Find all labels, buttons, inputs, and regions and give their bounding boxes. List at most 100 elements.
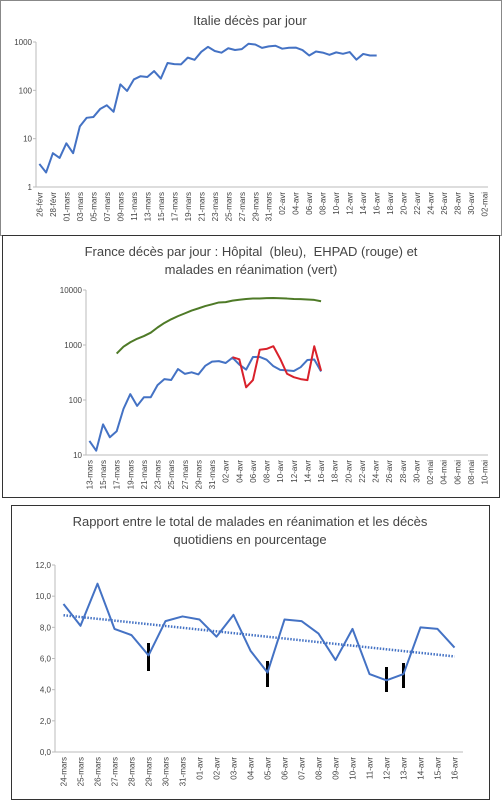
y-tick-label: 1 — [28, 183, 33, 192]
x-tick-label: 12-avr — [383, 757, 392, 780]
x-tick-label: 24-mars — [60, 757, 69, 786]
x-tick-label: 28-avr — [454, 192, 463, 215]
x-tick-label: 04-avr — [247, 757, 256, 780]
x-tick-label: 10-avr — [349, 757, 358, 780]
x-tick-label: 13-mars — [85, 460, 94, 489]
data-line — [232, 345, 323, 389]
y-tick-label: 10000 — [60, 286, 83, 295]
x-tick-label: 12-avr — [290, 460, 299, 483]
y-tick-label: 10 — [23, 135, 32, 144]
x-tick-label: 31-mars — [179, 757, 188, 786]
y-tick-label: 1000 — [14, 38, 32, 47]
x-tick-label: 21-mars — [140, 460, 149, 489]
data-line — [62, 582, 456, 682]
x-tick-label: 03-avr — [230, 757, 239, 780]
x-tick-label: 20-avr — [344, 460, 353, 483]
y-tick-label: 10,0 — [35, 592, 51, 601]
y-tick-label: 4,0 — [40, 686, 52, 695]
x-tick-label: 23-mars — [211, 192, 220, 221]
chart-frame — [11, 505, 490, 800]
x-tick-label: 26-avr — [385, 460, 394, 483]
x-tick-label: 30-avr — [467, 192, 476, 215]
x-tick-label: 27-mars — [181, 460, 190, 489]
x-tick-label: 22-avr — [413, 192, 422, 215]
x-tick-label: 26-mars — [94, 757, 103, 786]
y-tick-label: 6,0 — [40, 655, 52, 664]
x-tick-label: 13-avr — [400, 757, 409, 780]
data-line — [38, 42, 377, 174]
x-tick-label: 07-mars — [103, 192, 112, 221]
chart-frame — [2, 235, 500, 498]
data-line — [88, 355, 322, 452]
x-tick-label: 29-mars — [194, 460, 203, 489]
y-tick-label: 2,0 — [40, 717, 52, 726]
x-tick-label: 06-avr — [249, 460, 258, 483]
x-tick-label: 08-avr — [319, 192, 328, 215]
y-tick-label: 12,0 — [35, 561, 51, 570]
x-tick-label: 19-mars — [126, 460, 135, 489]
x-tick-label: 02-avr — [213, 757, 222, 780]
x-tick-label: 05-avr — [264, 757, 273, 780]
x-tick-label: 06-mai — [453, 460, 462, 485]
x-tick-label: 26-févr — [35, 192, 44, 217]
x-tick-label: 29-mars — [251, 192, 260, 221]
x-tick-label: 08-avr — [315, 757, 324, 780]
x-tick-label: 28-avr — [399, 460, 408, 483]
x-tick-label: 19-mars — [184, 192, 193, 221]
x-tick-label: 24-avr — [427, 192, 436, 215]
x-tick-label: 28-févr — [49, 192, 58, 217]
x-tick-label: 10-avr — [332, 192, 341, 215]
y-tick-label: 10 — [73, 451, 82, 460]
x-tick-label: 12-avr — [346, 192, 355, 215]
x-tick-label: 18-avr — [386, 192, 395, 215]
x-tick-label: 08-avr — [263, 460, 272, 483]
x-tick-label: 26-avr — [440, 192, 449, 215]
x-tick-label: 09-mars — [116, 192, 125, 221]
x-tick-label: 23-mars — [154, 460, 163, 489]
x-tick-label: 07-avr — [298, 757, 307, 780]
x-tick-label: 06-avr — [305, 192, 314, 215]
y-tick-label: 8,0 — [40, 623, 52, 632]
x-tick-label: 09-avr — [332, 757, 341, 780]
x-tick-label: 25-mars — [224, 192, 233, 221]
x-tick-label: 04-avr — [235, 460, 244, 483]
x-tick-label: 01-avr — [196, 757, 205, 780]
x-tick-label: 30-avr — [412, 460, 421, 483]
x-tick-label: 08-mai — [467, 460, 476, 485]
x-tick-label: 15-avr — [434, 757, 443, 780]
x-tick-label: 22-avr — [358, 460, 367, 483]
chart-title: France décès par jour : Hôpital (bleu), … — [84, 244, 422, 277]
chart-title: Rapport entre le total de malades en réa… — [72, 514, 432, 547]
x-tick-label: 21-mars — [197, 192, 206, 221]
x-tick-label: 13-mars — [143, 192, 152, 221]
x-tick-label: 05-mars — [89, 192, 98, 221]
x-tick-label: 10-avr — [276, 460, 285, 483]
x-tick-label: 04-avr — [292, 192, 301, 215]
x-tick-label: 24-avr — [372, 460, 381, 483]
chart-title: Italie décès par jour — [193, 13, 307, 28]
x-tick-label: 14-avr — [303, 460, 312, 483]
x-tick-label: 02-avr — [278, 192, 287, 215]
x-tick-label: 30-mars — [162, 757, 171, 786]
y-tick-label: 1000 — [64, 341, 82, 350]
x-tick-label: 02-mai — [426, 460, 435, 485]
y-tick-label: 100 — [19, 86, 33, 95]
data-line — [115, 297, 322, 355]
x-tick-label: 11-avr — [366, 757, 375, 779]
x-tick-label: 31-mars — [208, 460, 217, 489]
x-tick-label: 27-mars — [238, 192, 247, 221]
trend-line — [63, 613, 455, 658]
x-tick-label: 17-mars — [113, 460, 122, 489]
x-tick-label: 04-mai — [440, 460, 449, 485]
x-tick-label: 11-mars — [130, 192, 139, 221]
x-tick-label: 16-avr — [317, 460, 326, 483]
x-tick-label: 02-mai — [481, 192, 490, 217]
x-tick-label: 27-mars — [111, 757, 120, 786]
x-tick-label: 29-mars — [145, 757, 154, 786]
x-tick-label: 31-mars — [265, 192, 274, 221]
x-tick-label: 28-mars — [128, 757, 137, 786]
x-tick-label: 18-avr — [331, 460, 340, 483]
x-tick-label: 01-mars — [62, 192, 71, 221]
